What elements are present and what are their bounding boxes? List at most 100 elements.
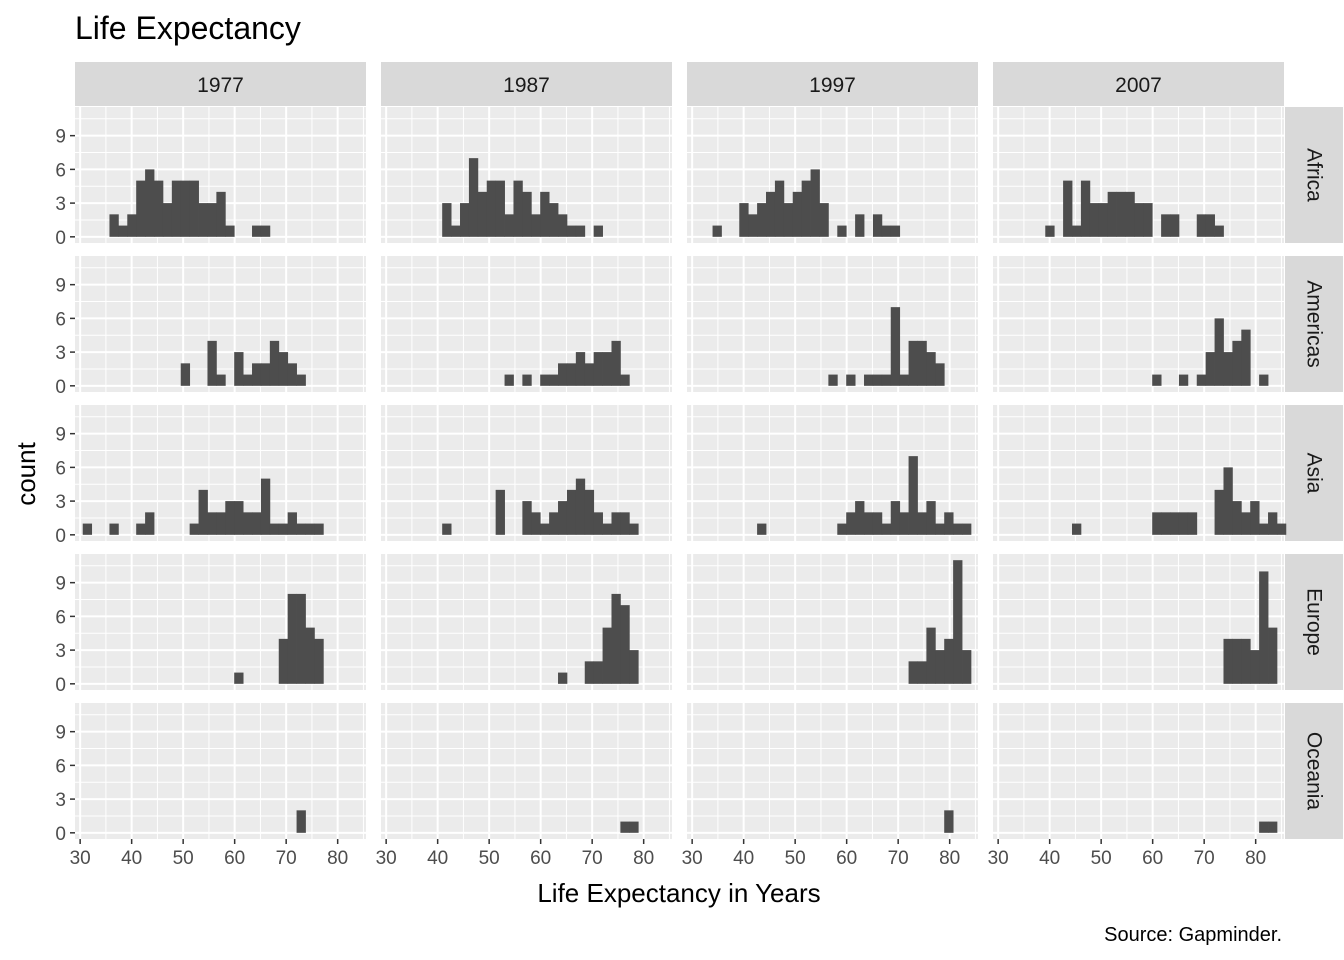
histogram-bar [1250,501,1260,535]
histogram-bar [225,225,235,237]
histogram-bar [953,560,963,684]
histogram-bar [566,363,577,386]
histogram-bar [801,180,811,237]
histogram-bar [926,627,936,684]
histogram-bar [531,512,541,535]
y-tick-label: 0 [55,675,66,696]
y-tick-label: 3 [55,194,66,215]
histogram-bar [881,523,892,535]
histogram-bar [602,523,612,535]
panel-africa-1987 [381,107,672,243]
panel-oceania-1977 [75,703,366,839]
histogram-bar [145,169,155,237]
histogram-bar [620,605,630,684]
strip-row-asia [1285,405,1343,541]
histogram-bar [1161,512,1171,535]
histogram-bar [109,523,119,535]
histogram-bar [1152,512,1162,535]
strip-col-1977 [75,62,366,106]
panel-asia-1977 [75,405,366,541]
strip-row-label: Americas [1303,280,1326,368]
strip-col-label: 1997 [809,74,856,97]
x-tick-label: 30 [70,848,91,869]
histogram-bar [602,352,612,386]
histogram-bar [837,523,847,535]
histogram-bar [944,810,954,833]
histogram-bar [611,593,621,684]
histogram-bar [593,352,603,386]
strip-row-label: Africa [1303,148,1326,202]
histogram-bar [566,489,577,535]
histogram-bar [314,638,324,684]
histogram-bar [522,374,532,386]
histogram-bar [611,340,621,386]
histogram-bar [935,650,945,684]
histogram-bar [296,810,306,833]
histogram-bar [953,523,963,535]
histogram-bar [305,523,315,535]
histogram-bar [855,214,865,237]
y-tick-label: 0 [55,377,66,398]
histogram-bar [935,363,945,386]
x-tick-label: 40 [427,848,448,869]
histogram-bar [234,672,244,684]
histogram-bar [278,638,289,684]
histogram-bar [1098,203,1109,237]
histogram-bar [935,523,945,535]
histogram-bar [198,203,208,237]
histogram-bar [460,203,470,237]
histogram-bar [162,203,173,237]
histogram-bar [504,214,514,237]
histogram-bar [216,374,226,386]
histogram-bar [1214,225,1224,237]
histogram-bar [1268,821,1278,833]
histogram-bar [549,512,559,535]
panel-americas-1987 [381,256,672,392]
histogram-bar [1241,329,1251,386]
histogram-bar [549,203,559,237]
histogram-bar [1276,523,1287,535]
histogram-bar [260,478,271,535]
histogram-bar [712,225,722,237]
histogram-bar [136,180,146,237]
histogram-bar [1241,638,1251,684]
histogram-bar [442,203,452,237]
x-tick-label: 70 [1194,848,1215,869]
histogram-bar [1045,225,1055,237]
histogram-bar [260,225,271,237]
y-tick-label: 3 [55,641,66,662]
y-tick-label: 6 [55,607,66,628]
histogram-bar [180,363,191,386]
x-tick-label: 70 [276,848,297,869]
histogram-bar [620,821,630,833]
histogram-bar [1072,225,1082,237]
histogram-bar [109,214,119,237]
y-tick-label: 6 [55,160,66,181]
histogram-bar [243,512,253,535]
histogram-bar [757,203,767,237]
panel-africa-1977 [75,107,366,243]
histogram-bar [881,225,892,237]
x-tick-label: 40 [121,848,142,869]
histogram-bar [549,374,559,386]
histogram-bar [593,225,603,237]
x-tick-label: 50 [479,848,500,869]
x-tick-label: 50 [785,848,806,869]
histogram-bar [584,363,595,386]
histogram-bar [926,501,936,535]
x-tick-label: 30 [988,848,1009,869]
histogram-bar [287,363,297,386]
x-tick-label: 40 [1039,848,1060,869]
histogram-bar [1205,352,1215,386]
strip-row-africa [1285,107,1343,243]
y-tick-label: 9 [55,127,66,148]
x-tick-label: 80 [327,848,348,869]
histogram-bar [558,363,568,386]
y-tick-label: 6 [55,458,66,479]
panel-americas-2007 [993,256,1284,392]
histogram-bar [629,650,639,684]
x-tick-label: 60 [836,848,857,869]
histogram-bar [1214,489,1224,535]
histogram-bar [783,203,794,237]
